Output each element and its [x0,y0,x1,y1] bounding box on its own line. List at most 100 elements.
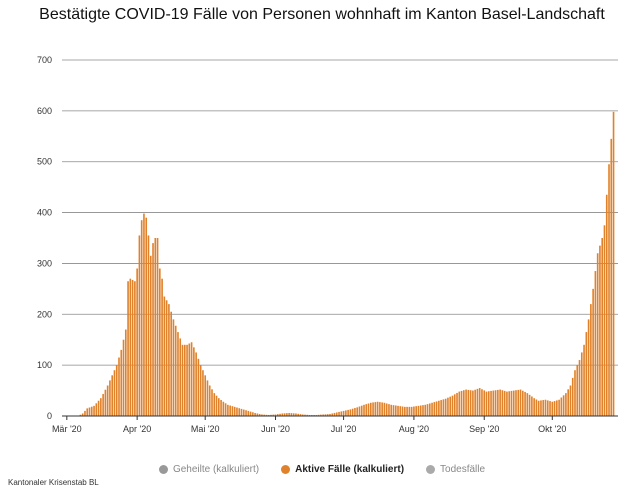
bar[interactable] [106,385,109,416]
bar[interactable] [590,304,592,416]
bar[interactable] [460,390,463,416]
bar[interactable] [528,394,531,416]
bar[interactable] [172,319,175,416]
bar[interactable] [233,406,236,416]
bar[interactable] [404,406,406,416]
bar[interactable] [204,375,207,416]
bar[interactable] [274,414,277,416]
bar[interactable] [249,411,252,416]
bar[interactable] [612,111,615,417]
bar[interactable] [213,393,216,416]
bar[interactable] [102,393,104,416]
bar[interactable] [304,414,306,416]
bar[interactable] [326,414,329,416]
bar[interactable] [413,406,415,416]
bar[interactable] [465,389,467,416]
bar[interactable] [281,413,284,416]
bar[interactable] [487,391,490,416]
bar[interactable] [376,401,379,416]
bar[interactable] [537,400,540,416]
bar[interactable] [610,138,613,416]
bar[interactable] [372,402,374,416]
bar[interactable] [499,389,501,416]
bar[interactable] [224,403,227,416]
bar[interactable] [342,410,345,416]
bar[interactable] [428,403,431,416]
bar[interactable] [433,402,436,416]
bar[interactable] [360,405,363,416]
bar[interactable] [358,406,361,416]
bar[interactable] [440,400,442,416]
bar[interactable] [456,392,458,416]
bar[interactable] [390,404,393,416]
bar[interactable] [79,414,82,416]
bar[interactable] [351,408,354,416]
bar[interactable] [335,412,338,416]
bar[interactable] [115,365,118,416]
bar[interactable] [258,413,261,416]
bar[interactable] [211,389,213,416]
bar[interactable] [549,401,551,416]
bar[interactable] [297,413,300,416]
bar[interactable] [218,398,220,416]
bar[interactable] [394,405,397,416]
bar[interactable] [363,404,365,416]
bar[interactable] [186,344,188,416]
bar[interactable] [383,402,386,416]
bar[interactable] [401,406,404,416]
bar[interactable] [183,344,186,416]
bar[interactable] [406,406,408,416]
bar[interactable] [149,255,152,416]
bar[interactable] [458,391,461,416]
bar[interactable] [322,414,324,416]
bar[interactable] [163,296,166,416]
bar[interactable] [242,409,245,416]
bar[interactable] [447,397,449,416]
bar[interactable] [306,414,309,416]
bar[interactable] [501,390,504,416]
bar[interactable] [562,395,565,416]
bar[interactable] [288,412,290,416]
bar[interactable] [206,380,209,416]
bar[interactable] [349,409,352,416]
bar[interactable] [354,408,356,416]
bar[interactable] [265,414,268,416]
bar[interactable] [308,414,311,416]
bar[interactable] [512,390,515,416]
bar[interactable] [299,414,302,416]
bar[interactable] [272,414,275,416]
bar[interactable] [90,406,93,416]
bar[interactable] [240,408,243,416]
bar[interactable] [193,347,195,416]
bar[interactable] [320,414,322,416]
bar[interactable] [374,402,377,416]
bar[interactable] [463,390,465,416]
bar[interactable] [238,408,241,416]
bar[interactable] [208,385,211,416]
bar[interactable] [492,390,495,416]
bar[interactable] [551,401,554,416]
bar[interactable] [578,360,581,416]
bar[interactable] [415,406,417,416]
bar[interactable] [431,402,433,416]
bar[interactable] [605,194,608,416]
bar[interactable] [84,410,86,416]
bar[interactable] [247,410,250,416]
bar[interactable] [565,393,567,416]
bar[interactable] [220,399,222,416]
bar[interactable] [585,332,588,416]
bar[interactable] [576,365,579,416]
bar[interactable] [490,390,492,416]
bar[interactable] [331,413,334,416]
bar[interactable] [147,235,150,416]
bar[interactable] [410,406,413,416]
bar[interactable] [388,404,390,416]
bar[interactable] [367,403,370,416]
bar[interactable] [369,402,372,416]
bar[interactable] [365,404,368,416]
bar[interactable] [129,278,132,416]
bar[interactable] [435,401,438,416]
bar[interactable] [292,413,295,416]
bar[interactable] [385,403,388,416]
bar[interactable] [181,344,184,416]
